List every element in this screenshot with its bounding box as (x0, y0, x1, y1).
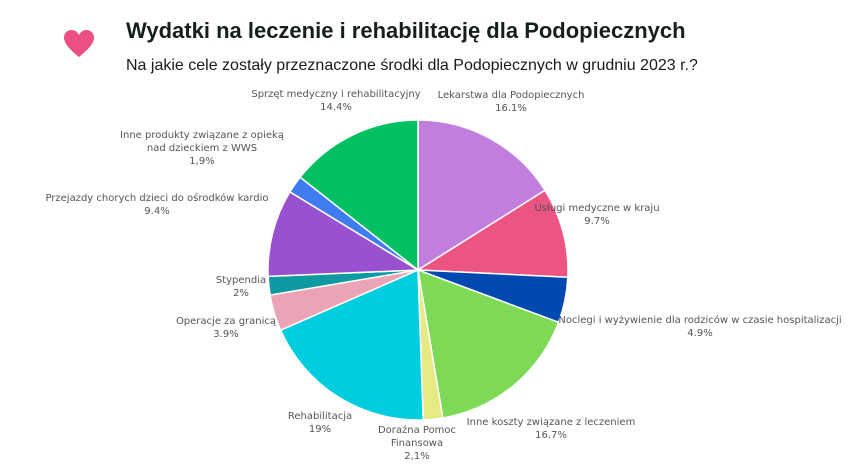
slice-category-label: Inne koszty związane z leczeniem (467, 417, 636, 428)
slice-value-label: 9.4% (144, 206, 169, 217)
pie-slice (299, 119, 419, 272)
pie-slice (415, 189, 569, 279)
slice-category-label: Przejazdy chorych dzieci do ośrodków kar… (45, 192, 268, 204)
pie-slice (279, 268, 424, 421)
slice-category-label: Noclegi i wyżywienie dla rodziców w czas… (558, 314, 841, 326)
slice-value-label: 3.9% (213, 329, 238, 340)
slice-value-label: 2,1% (404, 451, 429, 462)
pie-slice (267, 190, 421, 278)
slice-value-label: 1,9% (189, 156, 214, 167)
slice-value-label: 19% (309, 424, 331, 435)
slice-category-label: Doraźna Pomoc (378, 424, 456, 436)
pie-slice (417, 119, 547, 272)
slice-value-label: 16.1% (495, 103, 527, 114)
slice-category-label: Rehabilitacja (288, 411, 352, 422)
slice-category-label: Lekarstwa dla Podopiecznych (438, 90, 585, 101)
slice-category-label: Finansowa (391, 438, 443, 449)
slice-value-label: 14.4% (320, 102, 352, 113)
slice-category-label: Sprzęt medyczny i rehabilitacyjny (251, 89, 420, 100)
slice-category-label: Usługi medyczne w kraju (534, 203, 659, 214)
pie-labels: Lekarstwa dla Podopiecznych 16.1% Usługi m… (45, 89, 841, 462)
slice-category-label: Stypendia (216, 275, 266, 286)
slice-value-label: 2% (233, 288, 249, 299)
slice-value-label: 9.7% (584, 216, 609, 227)
slice-value-label: 16.7% (535, 430, 567, 441)
pie-slices (267, 119, 569, 421)
chart-subtitle: Na jakie cele zostały przeznaczone środk… (126, 57, 698, 74)
pie-slice (417, 268, 560, 419)
chart-title: Wydatki na leczenie i rehabilitację dla … (126, 18, 686, 43)
slice-category-label: nad dzieckiem z WWS (147, 143, 257, 154)
slice-category-label: Inne produkty związane z opieką (120, 130, 284, 141)
slice-category-label: Operacje za granicą (176, 316, 276, 327)
heart-icon (64, 30, 94, 57)
slice-value-label: 4.9% (687, 328, 712, 339)
